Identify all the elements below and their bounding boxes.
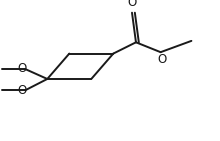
Text: O: O [18, 62, 27, 75]
Text: O: O [157, 53, 166, 66]
Text: O: O [18, 84, 27, 97]
Text: O: O [127, 0, 137, 9]
